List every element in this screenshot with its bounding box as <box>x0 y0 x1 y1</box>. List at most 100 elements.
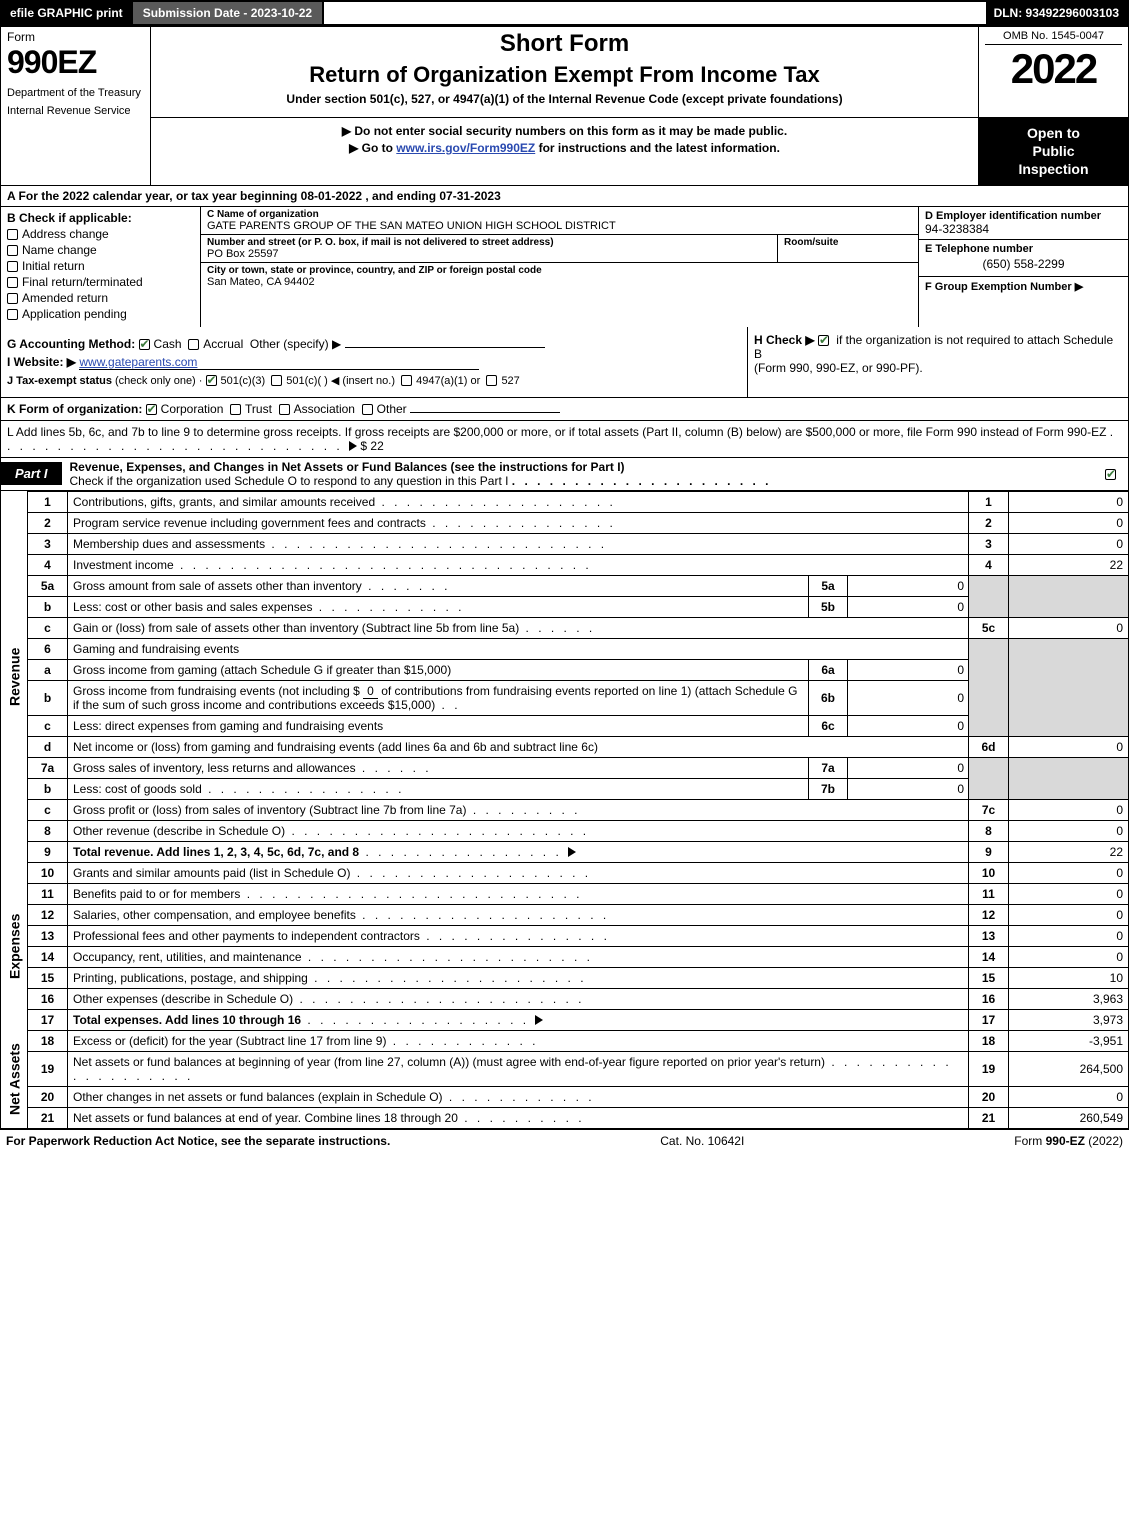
l3-desc: Membership dues and assessments <box>73 537 265 551</box>
l15-amt: 10 <box>1009 967 1129 988</box>
open-line-2: Public <box>983 142 1124 160</box>
l5ab-shade-n <box>969 575 1009 617</box>
org-name: GATE PARENTS GROUP OF THE SAN MATEO UNIO… <box>207 220 912 232</box>
l11-num: 11 <box>28 883 68 904</box>
l5b-iv: 0 <box>848 597 968 617</box>
l7b-in: 7b <box>808 779 848 799</box>
l11-rn: 11 <box>969 883 1009 904</box>
checkbox-corporation[interactable] <box>146 404 157 415</box>
l5ab-shade-v <box>1009 575 1129 617</box>
l8-desc: Other revenue (describe in Schedule O) <box>73 824 285 838</box>
checkbox-final-return[interactable] <box>7 277 18 288</box>
l14-rn: 14 <box>969 946 1009 967</box>
checkbox-association[interactable] <box>279 404 290 415</box>
checkbox-schedule-o[interactable] <box>1105 469 1116 480</box>
l8-rn: 8 <box>969 820 1009 841</box>
checkbox-name-change[interactable] <box>7 245 18 256</box>
l7b-num: b <box>28 778 68 799</box>
section-l-amount: $ 22 <box>360 439 383 453</box>
l13-num: 13 <box>28 925 68 946</box>
room-label: Room/suite <box>784 237 912 248</box>
city-value: San Mateo, CA 94402 <box>207 276 912 288</box>
l7a-iv: 0 <box>848 758 968 778</box>
l2-desc: Program service revenue including govern… <box>73 516 426 530</box>
website-link[interactable]: www.gateparents.com <box>79 355 479 370</box>
other-org-field[interactable] <box>410 412 560 413</box>
l3-amt: 0 <box>1009 533 1129 554</box>
checkbox-trust[interactable] <box>230 404 241 415</box>
l6b-num: b <box>28 680 68 715</box>
arrow-icon <box>349 441 357 451</box>
line-18: Net Assets 18 Excess or (deficit) for th… <box>1 1030 1129 1051</box>
checkbox-cash[interactable] <box>139 339 150 350</box>
l21-amt: 260,549 <box>1009 1107 1129 1128</box>
org-name-label: C Name of organization <box>207 209 912 220</box>
checkbox-accrual[interactable] <box>188 339 199 350</box>
l12-desc: Salaries, other compensation, and employ… <box>73 908 356 922</box>
l1-rn: 1 <box>969 491 1009 512</box>
l6abc-shade-v <box>1009 638 1129 736</box>
l13-desc: Professional fees and other payments to … <box>73 929 420 943</box>
open-to-public-box: Open to Public Inspection <box>979 118 1128 185</box>
form-number: 990EZ <box>7 44 144 81</box>
l18-num: 18 <box>28 1030 68 1051</box>
l20-desc: Other changes in net assets or fund bala… <box>73 1090 443 1104</box>
open-line-3: Inspection <box>983 160 1124 178</box>
l19-desc: Net assets or fund balances at beginning… <box>73 1055 825 1069</box>
line-13: 13 Professional fees and other payments … <box>1 925 1129 946</box>
chk-label-final: Final return/terminated <box>22 275 143 289</box>
l3-num: 3 <box>28 533 68 554</box>
line-10: Expenses 10 Grants and similar amounts p… <box>1 862 1129 883</box>
l13-amt: 0 <box>1009 925 1129 946</box>
l18-desc: Excess or (deficit) for the year (Subtra… <box>73 1034 386 1048</box>
checkbox-501c[interactable] <box>271 375 282 386</box>
l16-amt: 3,963 <box>1009 988 1129 1009</box>
l6c-in: 6c <box>808 716 848 736</box>
l4-amt: 22 <box>1009 554 1129 575</box>
page-footer: For Paperwork Reduction Act Notice, see … <box>0 1129 1129 1152</box>
other-specify-field[interactable] <box>345 347 545 348</box>
l7ab-shade-v <box>1009 757 1129 799</box>
l11-amt: 0 <box>1009 883 1129 904</box>
l7b-desc: Less: cost of goods sold <box>73 782 202 796</box>
section-l: L Add lines 5b, 6c, and 7b to line 9 to … <box>0 421 1129 458</box>
checkbox-other-org[interactable] <box>362 404 373 415</box>
l4-num: 4 <box>28 554 68 575</box>
checkbox-initial-return[interactable] <box>7 261 18 272</box>
l5c-rn: 5c <box>969 617 1009 638</box>
line-21: 21 Net assets or fund balances at end of… <box>1 1107 1129 1128</box>
l6a-in: 6a <box>808 660 848 680</box>
sidebar-net-assets: Net Assets <box>1 1030 28 1128</box>
line-7c: c Gross profit or (loss) from sales of i… <box>1 799 1129 820</box>
l5c-num: c <box>28 617 68 638</box>
checkbox-4947[interactable] <box>401 375 412 386</box>
opt-527: 527 <box>501 375 519 387</box>
checkbox-501c3[interactable] <box>206 375 217 386</box>
accounting-method-label: G Accounting Method: <box>7 337 135 351</box>
return-title: Return of Organization Exempt From Incom… <box>157 62 972 88</box>
checkbox-527[interactable] <box>486 375 497 386</box>
l2-num: 2 <box>28 512 68 533</box>
l6b-amt-field: 0 <box>363 684 378 699</box>
info-grid: B Check if applicable: Address change Na… <box>0 207 1129 327</box>
instr-goto-post: for instructions and the latest informat… <box>535 141 780 155</box>
l19-num: 19 <box>28 1051 68 1086</box>
website-label: I Website: ▶ <box>7 355 76 369</box>
part-1-header: Part I Revenue, Expenses, and Changes in… <box>0 458 1129 491</box>
checkbox-address-change[interactable] <box>7 229 18 240</box>
cash-label: Cash <box>154 337 182 351</box>
checkbox-schedule-b[interactable] <box>818 335 829 346</box>
irs-link[interactable]: www.irs.gov/Form990EZ <box>396 141 535 155</box>
footer-paperwork: For Paperwork Reduction Act Notice, see … <box>6 1134 390 1148</box>
l7a-num: 7a <box>28 757 68 778</box>
chk-label-amended: Amended return <box>22 291 108 305</box>
line-20: 20 Other changes in net assets or fund b… <box>1 1086 1129 1107</box>
line-8: 8 Other revenue (describe in Schedule O)… <box>1 820 1129 841</box>
l6b-in: 6b <box>808 681 848 715</box>
checkbox-amended[interactable] <box>7 293 18 304</box>
phone-value: (650) 558-2299 <box>925 255 1122 273</box>
efile-print-button[interactable]: efile GRAPHIC print <box>2 2 133 24</box>
opt-assoc: Association <box>294 402 355 416</box>
checkbox-app-pending[interactable] <box>7 309 18 320</box>
l12-amt: 0 <box>1009 904 1129 925</box>
